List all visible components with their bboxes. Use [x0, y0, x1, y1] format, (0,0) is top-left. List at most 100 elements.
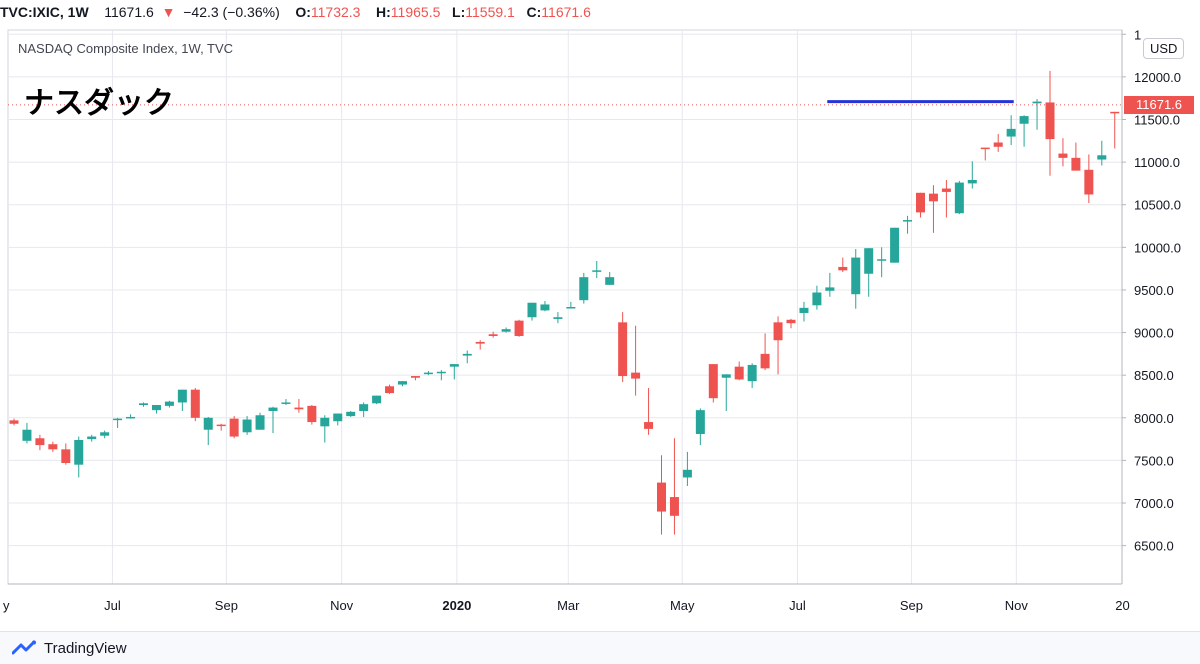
candle — [1071, 142, 1081, 171]
candle-body — [449, 364, 459, 367]
candle — [190, 387, 200, 422]
annotation-label: ナスダック — [24, 87, 174, 120]
last-price: 11671.6 — [104, 4, 154, 20]
candle — [423, 370, 433, 376]
candle-body — [773, 322, 783, 341]
candle — [100, 430, 110, 439]
y-tick-label: 11000.0 — [1134, 155, 1180, 170]
x-tick-label: y — [3, 598, 10, 613]
down-arrow-icon: ▼ — [157, 4, 180, 20]
candle-body — [488, 334, 498, 336]
high-label: H: — [376, 4, 391, 20]
candle — [812, 285, 822, 310]
candle-body — [242, 419, 252, 433]
candle-body — [993, 142, 1003, 147]
candle — [164, 400, 174, 408]
candle-body — [941, 188, 951, 192]
candle-body — [1071, 157, 1081, 171]
candle — [695, 408, 705, 446]
x-tick-label: Mar — [557, 598, 580, 613]
tradingview-logo[interactable]: TradingView — [12, 638, 127, 658]
candle-body — [566, 307, 576, 309]
x-tick-label: 2020 — [442, 598, 471, 613]
candle-body — [203, 417, 213, 430]
candle-body — [1019, 116, 1029, 124]
candle-body — [579, 277, 589, 301]
candles-layer — [9, 70, 1133, 535]
candle — [35, 434, 45, 451]
close-label: C: — [526, 4, 542, 20]
candle-body — [74, 439, 84, 465]
candle-body — [825, 287, 835, 291]
currency-button[interactable]: USD — [1143, 38, 1185, 59]
candle-body — [1084, 169, 1094, 195]
low-value: 11559.1 — [465, 4, 515, 20]
time-axis[interactable]: y Jul Sep Nov 2020 Mar May Jul Sep Nov 20 — [3, 583, 1130, 613]
candle — [151, 405, 161, 414]
candle — [864, 248, 874, 297]
candle — [501, 327, 511, 333]
price-axis-bg — [1122, 30, 1200, 624]
candle-body — [320, 417, 330, 427]
candle — [61, 443, 71, 465]
candle — [773, 316, 783, 375]
candle-body — [682, 469, 692, 478]
y-tick-label: 9000.0 — [1134, 326, 1174, 341]
low-label: L: — [452, 4, 466, 20]
x-tick-label: Sep — [900, 598, 923, 613]
candle — [553, 312, 563, 324]
candle — [799, 301, 809, 322]
candle — [747, 363, 757, 388]
close-value: 11671.6 — [541, 4, 591, 20]
candle — [281, 399, 291, 406]
candle — [877, 247, 887, 278]
y-tick-label: 7500.0 — [1134, 453, 1174, 468]
candle — [825, 272, 835, 297]
candle — [786, 318, 796, 329]
candle-body — [307, 405, 317, 423]
candle-body — [398, 381, 407, 385]
candle — [359, 402, 369, 417]
y-tick-label: 8000.0 — [1134, 411, 1174, 426]
candle-body — [553, 317, 563, 319]
x-tick-label: Sep — [215, 598, 238, 613]
candle-body — [734, 366, 744, 380]
x-tick-label: Nov — [1005, 598, 1029, 613]
candle — [644, 387, 654, 435]
candle-body — [190, 389, 200, 418]
candle-body — [100, 432, 110, 436]
candle-body — [1058, 153, 1068, 158]
candle — [294, 399, 304, 413]
candle — [462, 350, 472, 364]
candlestick-chart[interactable]: 6500.0 7000.0 7500.0 8000.0 8500.0 9000.0 9500… — [0, 28, 1200, 628]
plot-frame — [7, 29, 1123, 585]
candle-body — [333, 413, 343, 422]
candle-body — [164, 401, 174, 406]
candle — [22, 422, 32, 444]
footer-bar: TradingView — [0, 631, 1200, 664]
candle — [890, 227, 900, 263]
y-tick-label: 8500.0 — [1134, 368, 1174, 383]
price-axis[interactable]: 6500.0 7000.0 7500.0 8000.0 8500.0 9000.0 9500… — [1121, 28, 1200, 624]
candle-body — [475, 341, 485, 344]
candle-body — [708, 364, 718, 399]
candle — [579, 272, 589, 304]
candle-body — [61, 449, 71, 463]
candle-body — [864, 248, 874, 274]
candle — [436, 370, 446, 381]
candle-body — [294, 407, 304, 410]
candle-body — [346, 411, 356, 417]
candle — [372, 395, 382, 405]
candle — [229, 416, 239, 439]
candle — [967, 161, 977, 189]
overlay-layer — [8, 100, 1122, 106]
candle-body — [177, 389, 187, 403]
candle — [916, 192, 925, 218]
candle-body — [967, 180, 977, 184]
candle — [1045, 70, 1055, 176]
candle — [618, 312, 628, 383]
candle-body — [9, 420, 19, 424]
candle — [398, 381, 407, 387]
x-tick-label: Jul — [789, 598, 806, 613]
candle-body — [527, 302, 537, 318]
